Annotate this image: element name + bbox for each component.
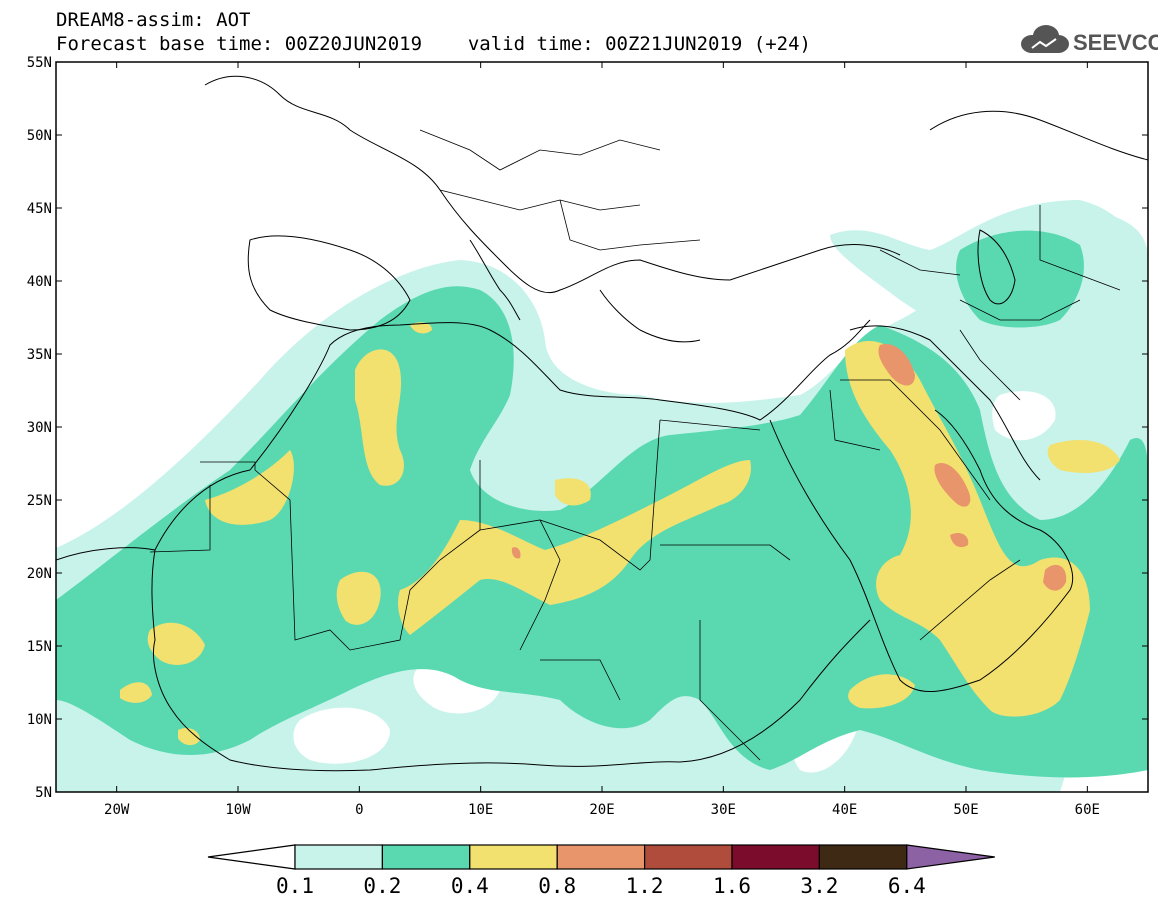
lat-tick-label: 35N xyxy=(27,347,52,363)
colorbar: 0.1 0.2 0.4 0.8 1.2 1.6 3.2 6.4 xyxy=(207,844,995,898)
lon-tick-label: 10W xyxy=(225,802,251,818)
latitude-axis: 55N 50N 45N 40N 35N 30N 25N 20N 15N 10N 5N xyxy=(27,55,1148,801)
colorbar-label: 1.6 xyxy=(713,874,751,898)
aot-band-0-8 xyxy=(511,344,1067,591)
lon-tick-label: 0 xyxy=(355,802,363,818)
aot-band-0-4 xyxy=(120,322,1120,746)
colorbar-segment xyxy=(294,844,384,870)
lon-tick-label: 10E xyxy=(468,802,493,818)
colorbar-label: 0.4 xyxy=(451,874,489,898)
lon-tick-label: 40E xyxy=(832,802,857,818)
lat-tick-label: 45N xyxy=(27,201,52,217)
lon-tick-label: 20W xyxy=(104,802,130,818)
logo-text: SEEVCCC xyxy=(1073,30,1158,55)
colorbar-segment xyxy=(381,844,471,870)
lat-tick-label: 20N xyxy=(27,566,52,582)
colorbar-segment xyxy=(731,844,821,870)
base-time: Forecast base time: 00Z20JUN2019 xyxy=(56,33,423,55)
colorbar-label: 3.2 xyxy=(800,874,838,898)
lat-tick-label: 5N xyxy=(35,785,52,801)
lon-tick-label: 30E xyxy=(711,802,736,818)
colorbar-segment xyxy=(643,844,733,870)
lat-tick-label: 10N xyxy=(27,712,52,728)
colorbar-upper-extension xyxy=(906,844,995,870)
lon-tick-label: 60E xyxy=(1075,802,1100,818)
forecast-times: Forecast base time: 00Z20JUN2019 valid t… xyxy=(56,34,811,54)
colorbar-label: 0.1 xyxy=(276,874,314,898)
coastlines xyxy=(56,75,1148,772)
valid-time: valid time: 00Z21JUN2019 (+24) xyxy=(467,33,811,55)
lat-tick-label: 25N xyxy=(27,493,52,509)
lon-tick-label: 20E xyxy=(589,802,614,818)
colorbar-label: 0.2 xyxy=(363,874,401,898)
lat-tick-label: 40N xyxy=(27,274,52,290)
lat-tick-label: 30N xyxy=(27,420,52,436)
longitude-axis: 20W 10W 0 10E 20E 30E 40E 50E 60E xyxy=(104,62,1100,818)
colorbar-label: 6.4 xyxy=(888,874,926,898)
lat-tick-label: 50N xyxy=(27,128,52,144)
colorbar-label: 1.2 xyxy=(626,874,664,898)
aot-fields xyxy=(56,200,1148,792)
colorbar-segment xyxy=(469,844,558,870)
colorbar-segment xyxy=(556,844,646,870)
seevccc-logo: SEEVCCC xyxy=(1021,25,1158,55)
lat-tick-label: 15N xyxy=(27,639,52,655)
country-borders xyxy=(149,129,1121,761)
colorbar-segment xyxy=(818,844,908,870)
colorbar-label: 0.8 xyxy=(538,874,576,898)
map-title: DREAM8-assim: AOT xyxy=(56,9,251,31)
lon-tick-label: 50E xyxy=(953,802,978,818)
colorbar-lower-extension xyxy=(207,844,296,870)
lat-tick-label: 55N xyxy=(27,55,52,71)
